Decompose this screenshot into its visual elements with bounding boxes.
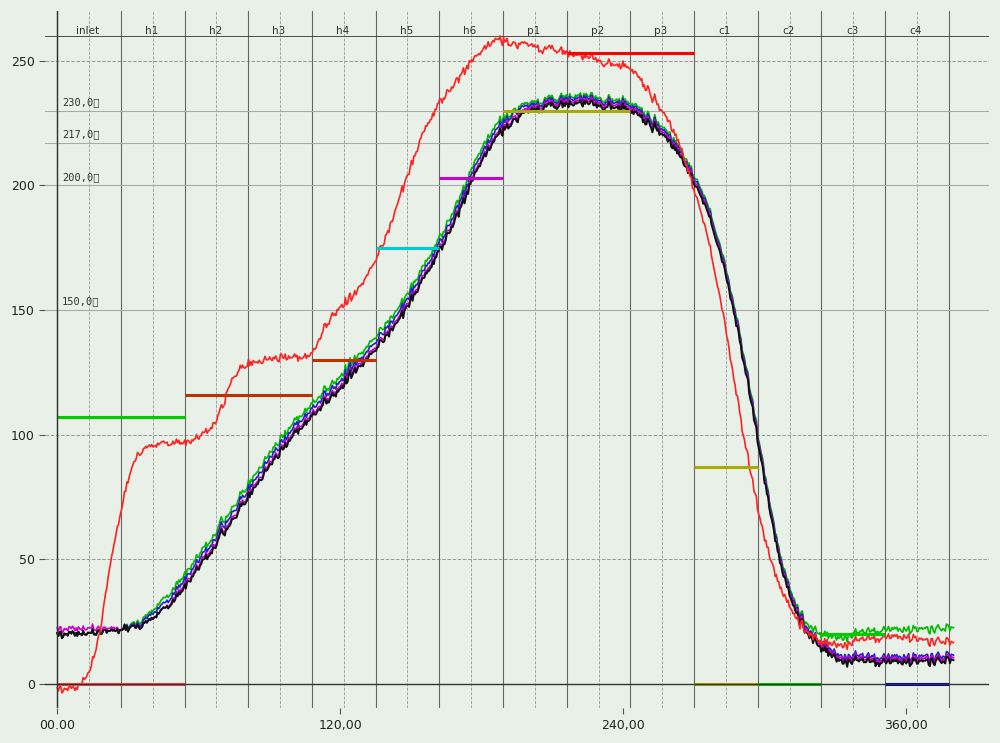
Text: h3: h3 bbox=[272, 26, 286, 36]
Text: 200,0℃: 200,0℃ bbox=[62, 172, 99, 182]
Text: p3: p3 bbox=[654, 26, 668, 36]
Text: h4: h4 bbox=[336, 26, 349, 36]
Text: c2: c2 bbox=[782, 26, 795, 36]
Text: h2: h2 bbox=[209, 26, 222, 36]
Text: p1: p1 bbox=[527, 26, 540, 36]
Text: 217,0℃: 217,0℃ bbox=[62, 129, 99, 140]
Text: c4: c4 bbox=[910, 26, 922, 36]
Text: p2: p2 bbox=[591, 26, 604, 36]
Text: h6: h6 bbox=[463, 26, 477, 36]
Text: 230,0℃: 230,0℃ bbox=[62, 97, 99, 107]
Text: h1: h1 bbox=[145, 26, 158, 36]
Text: inlet: inlet bbox=[76, 26, 99, 36]
Text: h5: h5 bbox=[400, 26, 413, 36]
Text: c1: c1 bbox=[719, 26, 731, 36]
Text: c3: c3 bbox=[846, 26, 858, 36]
Text: 150,0℃: 150,0℃ bbox=[62, 296, 99, 306]
